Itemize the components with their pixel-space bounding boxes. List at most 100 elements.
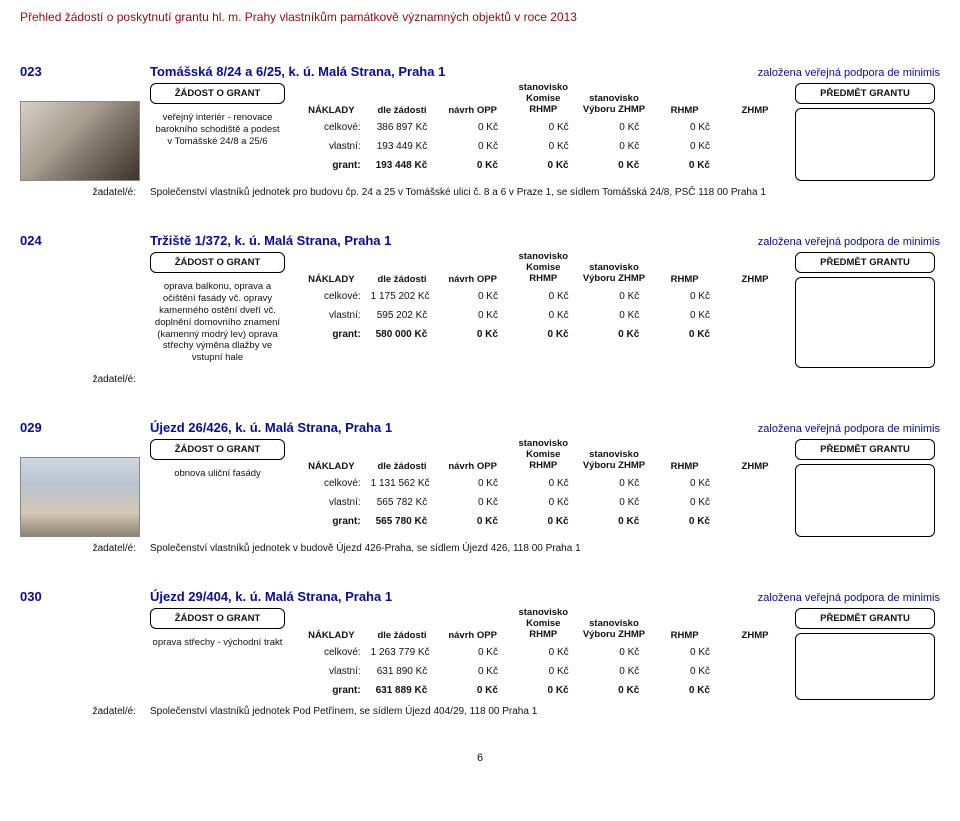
col-opp: návrh OPP [437,81,508,118]
cell-rhmp-op: 0 Kč [508,474,579,493]
cell-rhmp: 0 Kč [649,137,720,156]
grant-request-label: ŽÁDOST O GRANT [150,439,285,460]
cell-opp: 0 Kč [437,137,508,156]
cell-opp: 0 Kč [437,287,508,306]
cost-row-grant: grant:193 448 Kč0 Kč0 Kč0 Kč0 Kč [296,156,790,175]
col-by-request: dle žádosti [367,437,438,474]
entry-status: založena veřejná podpora de minimis [758,236,940,248]
entry-status: založena veřejná podpora de minimis [758,592,940,604]
cell-req: 631 889 Kč [367,681,438,700]
entry-left-column [20,250,150,368]
row-label: celkové: [296,643,367,662]
cell-rhmp: 0 Kč [649,306,720,325]
cell-rhmp-op: 0 Kč [508,287,579,306]
cell-opp: 0 Kč [437,325,508,344]
entry-request-column: ŽÁDOST O GRANToprava balkonu, oprava a o… [150,250,290,368]
entry-number: 030 [20,589,150,604]
grant-request-label: ŽÁDOST O GRANT [150,83,285,104]
cell-zhmp [720,681,790,700]
cell-rhmp: 0 Kč [649,474,720,493]
entry-left-column [20,606,150,700]
grant-entry: 029Újezd 26/426, k. ú. Malá Strana, Prah… [20,420,940,554]
cell-rhmp: 0 Kč [649,681,720,700]
entry-number: 029 [20,420,150,435]
col-opp: návrh OPP [437,437,508,474]
entry-request-column: ŽÁDOST O GRANT obnova uliční fasády [150,437,290,537]
cell-zhmp [720,512,790,531]
col-rhmp-opinion: stanoviskoKomise RHMP [508,250,579,287]
entry-number: 023 [20,64,150,79]
grant-subject-box [795,108,935,181]
cell-zhmp [720,118,790,137]
cell-zhmp [720,493,790,512]
cell-zhmp-op: 0 Kč [579,287,650,306]
entry-address: Újezd 29/404, k. ú. Malá Strana, Praha 1 [150,589,758,604]
col-costs: NÁKLADY [296,437,367,474]
page-number: 6 [20,752,940,764]
entries-container: 023Tomášská 8/24 a 6/25, k. ú. Malá Stra… [20,64,940,717]
cell-req: 1 263 779 Kč [367,643,438,662]
cell-rhmp: 0 Kč [649,118,720,137]
cell-rhmp-op: 0 Kč [508,156,579,175]
entry-address: Tomášská 8/24 a 6/25, k. ú. Malá Strana,… [150,64,758,79]
cell-req: 1 131 562 Kč [367,474,438,493]
grant-request-label: ŽÁDOST O GRANT [150,608,285,629]
entry-cost-table-wrap: NÁKLADYdle žádostinávrh OPPstanoviskoKom… [290,250,790,368]
applicant-row: žadatel/é:Společenství vlastníků jednote… [20,187,940,198]
entry-address: Újezd 26/426, k. ú. Malá Strana, Praha 1 [150,420,758,435]
cell-opp: 0 Kč [437,662,508,681]
cell-rhmp: 0 Kč [649,325,720,344]
cost-table: NÁKLADYdle žádostinávrh OPPstanoviskoKom… [296,81,790,175]
cost-row-own: vlastní:565 782 Kč0 Kč0 Kč0 Kč0 Kč [296,493,790,512]
cell-zhmp-op: 0 Kč [579,325,650,344]
grant-subject-box [795,633,935,700]
row-label: celkové: [296,474,367,493]
cell-opp: 0 Kč [437,474,508,493]
col-zhmp-opinion: stanoviskoVýboru ZHMP [579,606,650,643]
cell-zhmp-op: 0 Kč [579,306,650,325]
applicant-value: Společenství vlastníků jednotek Pod Petř… [150,706,940,717]
cell-rhmp: 0 Kč [649,287,720,306]
grant-subject-box [795,464,935,537]
page-title: Přehled žádostí o poskytnutí grantu hl. … [20,10,940,24]
cell-rhmp: 0 Kč [649,512,720,531]
entry-request-column: ŽÁDOST O GRANToprava střechy - východní … [150,606,290,700]
col-rhmp-opinion: stanoviskoKomise RHMP [508,606,579,643]
cell-req: 565 782 Kč [367,493,438,512]
applicant-row: žadatel/é: [20,374,940,385]
col-rhmp: RHMP [649,81,720,118]
cost-row-own: vlastní:631 890 Kč0 Kč0 Kč0 Kč0 Kč [296,662,790,681]
entry-left-column [20,81,150,181]
cell-rhmp-op: 0 Kč [508,493,579,512]
grant-subject-label: PŘEDMĚT GRANTU [795,252,935,273]
cell-zhmp [720,325,790,344]
col-opp: návrh OPP [437,606,508,643]
col-opp: návrh OPP [437,250,508,287]
entry-description: obnova uliční fasády [150,464,285,484]
row-label: grant: [296,681,367,700]
cell-opp: 0 Kč [437,681,508,700]
row-label: grant: [296,512,367,531]
cell-rhmp-op: 0 Kč [508,681,579,700]
col-costs: NÁKLADY [296,250,367,287]
grant-entry: 030Újezd 29/404, k. ú. Malá Strana, Prah… [20,589,940,717]
entry-subject-column: PŘEDMĚT GRANTU [790,606,940,700]
cell-zhmp-op: 0 Kč [579,681,650,700]
cell-rhmp-op: 0 Kč [508,118,579,137]
applicant-label: žadatel/é: [20,706,150,717]
applicant-row: žadatel/é:Společenství vlastníků jednote… [20,706,940,717]
entry-address: Tržiště 1/372, k. ú. Malá Strana, Praha … [150,233,758,248]
cell-zhmp [720,662,790,681]
row-label: vlastní: [296,306,367,325]
cost-row-own: vlastní:193 449 Kč0 Kč0 Kč0 Kč0 Kč [296,137,790,156]
cell-zhmp-op: 0 Kč [579,118,650,137]
cell-zhmp-op: 0 Kč [579,156,650,175]
cell-rhmp-op: 0 Kč [508,662,579,681]
applicant-value [150,374,940,385]
cell-zhmp [720,306,790,325]
applicant-label: žadatel/é: [20,187,150,198]
grant-subject-label: PŘEDMĚT GRANTU [795,439,935,460]
entry-status: založena veřejná podpora de minimis [758,423,940,435]
cell-opp: 0 Kč [437,493,508,512]
cost-table: NÁKLADYdle žádostinávrh OPPstanoviskoKom… [296,250,790,344]
